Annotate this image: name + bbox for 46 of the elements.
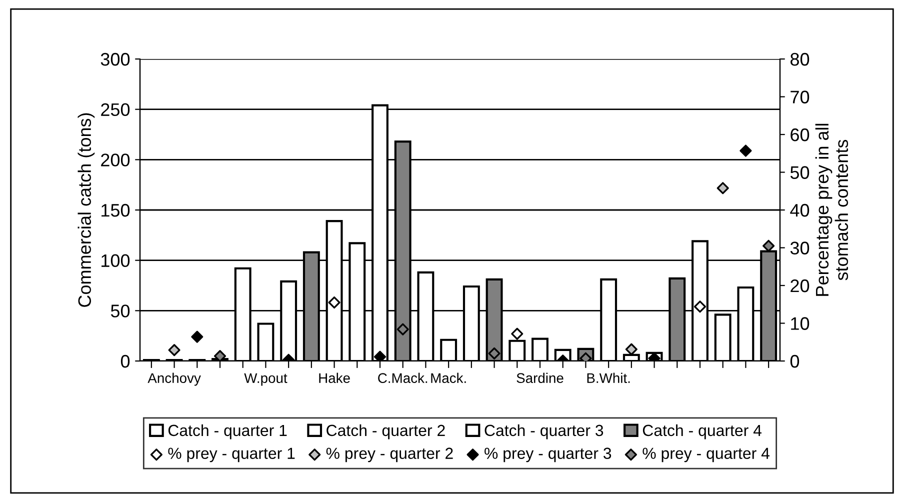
y-tick-label: 250 — [101, 103, 130, 116]
x-tick-label: W.pout — [244, 373, 288, 386]
legend-label: Catch - quarter 2 — [326, 424, 445, 440]
y-tick-label: 200 — [101, 154, 130, 166]
point — [740, 144, 752, 157]
legend-label: % prey - quarter 2 — [326, 448, 453, 462]
point — [762, 240, 775, 252]
y-tick-label: 50 — [110, 304, 130, 318]
legend-label: Catch - quarter 4 — [642, 424, 762, 440]
point — [191, 330, 204, 343]
y2-tick-label: 70 — [790, 90, 810, 104]
y2-tick-label: 40 — [790, 204, 810, 217]
y-tick-label: 0 — [120, 354, 130, 368]
y2-tick-label: 0 — [790, 354, 800, 368]
point — [716, 182, 729, 194]
y-tick-label: 100 — [102, 254, 130, 268]
x-tick-label: C.Mack. — [378, 372, 428, 384]
legend-label: Catch - quarter 3 — [484, 424, 604, 440]
x-tick-label: B.Whit. — [587, 372, 630, 383]
legend-label: % prey - quarter 3 — [484, 448, 612, 462]
point — [396, 323, 409, 336]
y-tick-label: 150 — [102, 204, 130, 217]
x-tick-label: Mack. — [431, 372, 466, 384]
y2-tick-label: 20 — [790, 279, 810, 292]
legend-label: % prey - quarter 4 — [642, 448, 770, 462]
x-tick-label: Hake — [319, 372, 350, 384]
y2-tick-label: 80 — [790, 52, 810, 66]
y2-tick-label: 30 — [790, 242, 810, 254]
legend-label: % prey - quarter 1 — [168, 448, 295, 462]
point — [214, 350, 226, 361]
point — [511, 328, 524, 340]
point — [328, 296, 340, 309]
point — [488, 347, 500, 360]
point — [625, 343, 638, 356]
y2-axis-title: Percentage prey in all stomach contents — [815, 124, 848, 296]
y2-tick-label: 60 — [790, 128, 810, 142]
point — [168, 344, 180, 356]
point — [694, 300, 706, 313]
y-axis-title: Commercial catch (tons) — [78, 113, 95, 307]
point — [374, 350, 386, 361]
legend-label: Catch - quarter 1 — [168, 424, 287, 440]
y2-tick-label: 50 — [790, 166, 810, 179]
y2-tick-label: 10 — [791, 317, 810, 330]
y-tick-label: 300 — [100, 52, 130, 66]
x-tick-label: Sardine — [516, 372, 564, 384]
x-tick-label: Anchovy — [148, 372, 201, 386]
